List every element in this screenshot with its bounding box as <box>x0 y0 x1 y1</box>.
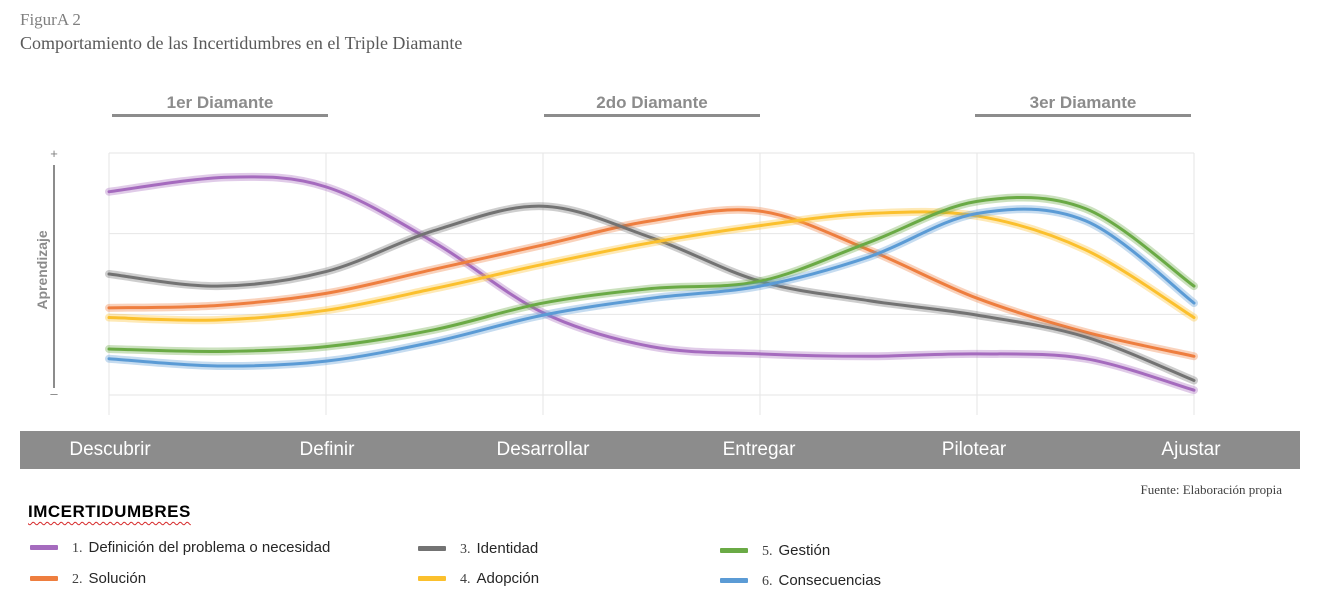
chart-grid <box>108 152 1195 415</box>
stage-label-descubrir: Descubrir <box>69 439 151 460</box>
legend-item-6: 6. Consecuencias <box>720 571 881 591</box>
y-axis-bottom-marker: – <box>50 386 58 401</box>
legend-num-1: 1. <box>72 541 83 556</box>
y-axis-label: Aprendizaje <box>34 230 50 310</box>
legend-swatch-5 <box>720 548 748 554</box>
legend-num-2: 2. <box>72 572 83 587</box>
legend-swatch-6 <box>720 578 748 584</box>
stage-label-definir: Definir <box>299 439 355 460</box>
legend-item-2: 2. Solución <box>30 569 146 589</box>
legend-label-1: Definición del problema o necesidad <box>88 539 331 556</box>
legend-label-6: Consecuencias <box>778 572 882 589</box>
legend-title: IMCERTIDUMBRES <box>28 502 191 521</box>
series-line-4 <box>107 210 1196 322</box>
series-line-6 <box>107 207 1196 368</box>
legend-swatch-4 <box>418 576 446 582</box>
diamond-header-3: 3er Diamante <box>975 92 1191 117</box>
legend-label-4: Adopción <box>476 570 540 587</box>
legend-num-3: 3. <box>460 542 471 557</box>
source-note: Fuente: Elaboración propia <box>1140 482 1282 497</box>
legend-swatch-1 <box>30 545 58 551</box>
legend-item-1: 1. Definición del problema o necesidad <box>30 538 330 558</box>
diamond-header-1: 1er Diamante <box>112 92 328 117</box>
series-line-1 <box>107 175 1196 392</box>
legend-item-3: 3. Identidad <box>418 539 538 559</box>
legend-swatch-2 <box>30 576 58 582</box>
stage-bar: Descubrir Definir Desarrollar Entregar P… <box>20 431 1300 469</box>
stage-label-ajustar: Ajustar <box>1161 439 1221 460</box>
y-axis-top-marker: + <box>50 146 58 161</box>
series-line-2 <box>107 208 1196 358</box>
series-line-5 <box>107 195 1196 353</box>
legend-num-4: 4. <box>460 572 471 587</box>
uncertainty-line-chart: + – Aprendizaje <box>34 146 1198 415</box>
legend-label-2: Solución <box>88 570 147 587</box>
diamond-header-2: 2do Diamante <box>544 92 760 117</box>
stage-label-desarrollar: Desarrollar <box>496 439 590 460</box>
chart-series <box>105 172 1198 395</box>
legend-label-5: Gestión <box>778 542 831 559</box>
figure-title: Comportamiento de las Incertidumbres en … <box>20 33 463 53</box>
stage-label-pilotear: Pilotear <box>941 439 1007 460</box>
legend-label-3: Identidad <box>476 540 539 557</box>
series-line-3 <box>107 204 1196 382</box>
legend-item-4: 4. Adopción <box>418 569 539 589</box>
y-axis: + – Aprendizaje <box>34 146 58 401</box>
legend-num-5: 5. <box>762 544 773 559</box>
legend-item-5: 5. Gestión <box>720 541 830 561</box>
legend-num-6: 6. <box>762 574 773 589</box>
legend-swatch-3 <box>418 546 446 552</box>
stage-label-entregar: Entregar <box>722 439 796 460</box>
figure-label: FigurA 2 <box>20 10 81 29</box>
